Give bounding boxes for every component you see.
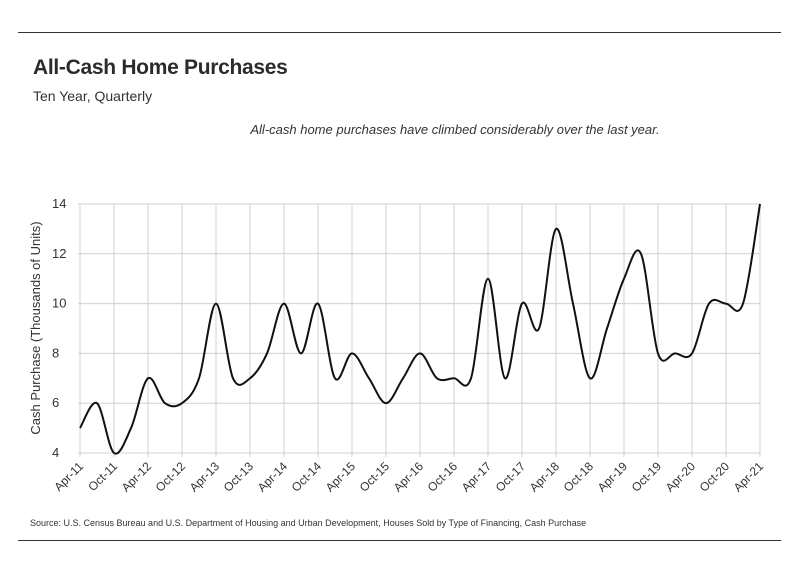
x-tick-label: Apr-16 (391, 459, 427, 495)
x-tick-label: Apr-11 (51, 459, 86, 494)
x-tick-label: Apr-15 (323, 459, 359, 495)
chart-subtitle: Ten Year, Quarterly (33, 88, 153, 104)
grid-lines (78, 203, 761, 457)
x-tick-label: Oct-17 (493, 459, 529, 495)
chart-title: All-Cash Home Purchases (33, 56, 288, 79)
x-tick-label: Apr-13 (187, 459, 223, 495)
x-tick-label: Oct-15 (357, 459, 393, 495)
x-axis-ticks: Apr-11 Oct-11Apr-12Oct-12Apr-13Oct-13Apr-… (51, 459, 766, 495)
x-tick-label: Apr-14 (255, 459, 291, 495)
top-rule (18, 32, 781, 33)
y-tick-label: 4 (52, 445, 59, 460)
y-tick-label: 14 (52, 196, 66, 211)
y-tick-label: 12 (52, 246, 66, 261)
x-tick-label: Oct-13 (221, 459, 257, 495)
x-tick-label: Oct-19 (629, 459, 665, 495)
chart-annotation: All-cash home purchases have climbed con… (250, 122, 660, 137)
x-tick-label: Oct-20 (697, 459, 733, 495)
x-tick-label: Oct-14 (289, 459, 325, 495)
x-tick-label: Apr-12 (119, 459, 155, 495)
x-tick-label: Apr-17 (459, 459, 495, 495)
x-tick-label: Apr-21 (731, 459, 767, 495)
x-tick-label: Oct-12 (153, 459, 189, 495)
series-line (79, 203, 761, 455)
x-tick-label: Oct-11 (85, 459, 120, 494)
x-tick-label: Oct-18 (561, 459, 597, 495)
y-tick-label: 10 (52, 296, 66, 311)
x-tick-label: Apr-18 (527, 459, 563, 495)
x-tick-label: Apr-20 (663, 459, 699, 495)
y-tick-label: 6 (52, 395, 59, 410)
x-tick-label: Oct-16 (425, 459, 461, 495)
bottom-rule (18, 540, 781, 541)
y-tick-label: 8 (52, 345, 59, 360)
source-note: Source: U.S. Census Bureau and U.S. Depa… (30, 518, 587, 528)
x-tick-label: Apr-19 (595, 459, 631, 495)
y-axis-ticks: 4 6 8 10 12 14 (52, 196, 66, 460)
y-axis-label: Cash Purchase (Thousands of Units) (28, 221, 43, 434)
